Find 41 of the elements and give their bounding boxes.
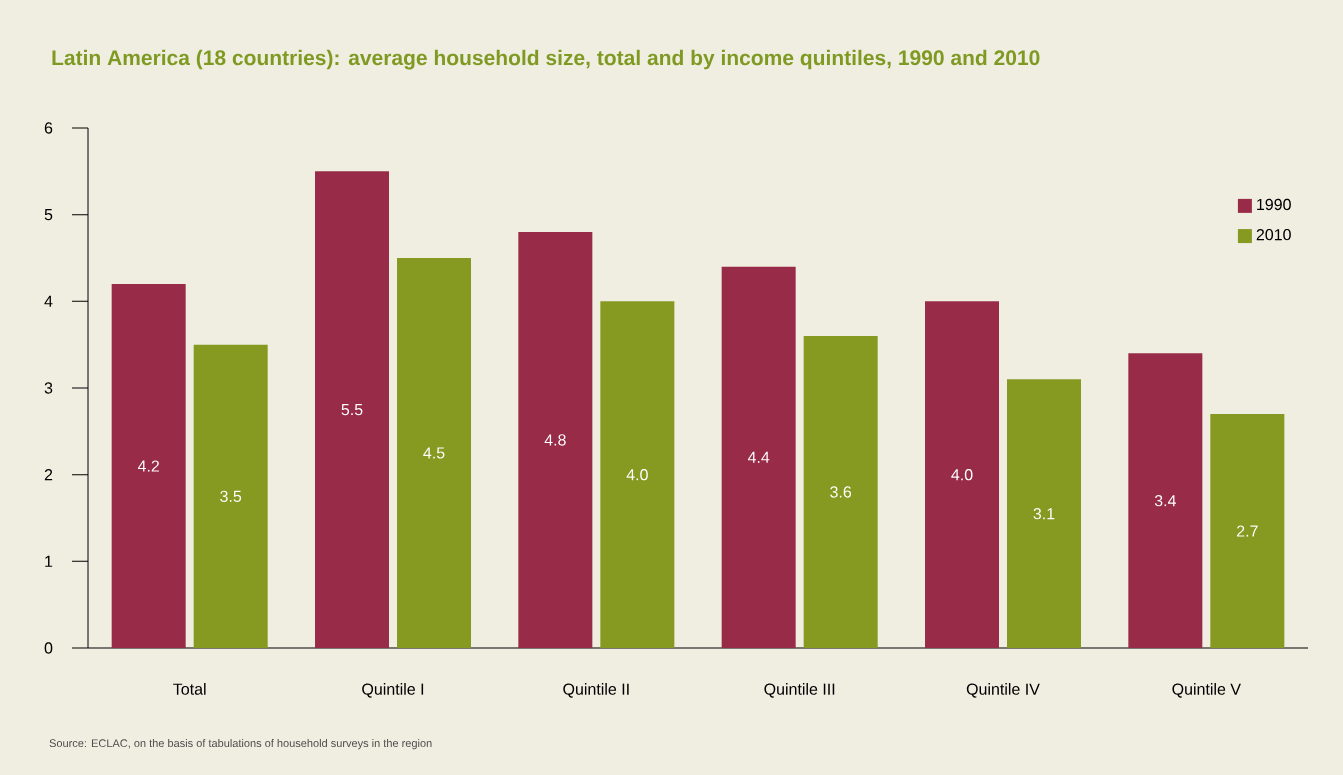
bar — [315, 171, 390, 648]
x-tick-label: Quintile II — [563, 683, 629, 698]
legend-label: 1990 — [1257, 198, 1291, 211]
data-label: 5.5 — [341, 404, 363, 416]
bar — [803, 335, 878, 648]
data-label: 4.4 — [747, 451, 770, 463]
data-label: 4.2 — [137, 460, 159, 472]
y-tick-label: 1 — [45, 555, 53, 567]
y-tick-label: 0 — [44, 642, 53, 654]
data-label: 3.4 — [1154, 495, 1176, 507]
x-tick-label: Quintile I — [362, 683, 424, 698]
bar — [193, 344, 268, 648]
bar — [1128, 353, 1203, 648]
bar — [397, 258, 472, 648]
x-tick-label: Quintile III — [764, 683, 835, 698]
bar — [111, 283, 186, 648]
data-label: 4.5 — [423, 447, 445, 459]
legend-label: 2010 — [1256, 228, 1291, 241]
data-label: 4.8 — [544, 434, 566, 446]
y-tick-label: 2 — [44, 469, 53, 481]
data-label: 4.0 — [626, 469, 648, 481]
y-tick-label: 4 — [44, 295, 53, 307]
data-label: 3.5 — [220, 490, 242, 502]
x-tick-label: Quintile V — [1172, 683, 1241, 698]
bar — [600, 301, 675, 648]
x-tick-label: Quintile IV — [966, 683, 1040, 698]
y-tick-label: 5 — [44, 209, 53, 221]
data-label: 4.0 — [951, 469, 973, 481]
data-label: 3.6 — [830, 486, 852, 498]
bar — [925, 301, 999, 648]
data-label: 2.7 — [1237, 525, 1258, 537]
bar — [518, 232, 593, 648]
y-tick-label: 6 — [44, 122, 53, 134]
y-tick-label: 3 — [44, 382, 53, 394]
bar — [1210, 413, 1285, 648]
bar — [1007, 379, 1081, 648]
chart-title: Latin America (18 countries): average household size, total and by income quintiles, 1990 and 2010 — [52, 49, 1040, 70]
data-label: 3.1 — [1033, 508, 1055, 520]
source-note: Source: ECLAC, on the basis of tabulations of household surveys in the region — [49, 739, 432, 750]
x-tick-label: Total — [173, 683, 206, 695]
bar — [721, 266, 796, 648]
